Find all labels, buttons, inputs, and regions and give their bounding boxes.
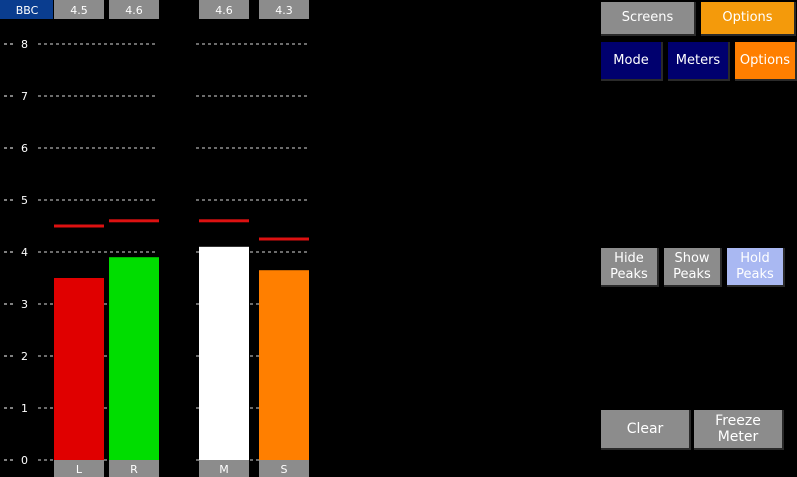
meter-bar-r	[109, 257, 159, 460]
meter-bar-l	[54, 278, 104, 460]
clear-button[interactable]: Clear	[601, 410, 691, 450]
channel-label-box	[259, 460, 309, 477]
scale-name-label: BBC	[16, 4, 39, 17]
channel-label-box	[199, 460, 249, 477]
peak-hold-line-m	[199, 219, 249, 223]
freeze-meter-button[interactable]: Freeze Meter	[694, 410, 784, 450]
meter-bar-m	[199, 246, 249, 460]
ppm-meter: 0 1 2 3 4 5 6 7 8 BBC 4.5 L 4.6 R 4.6 M 4.3 S	[0, 0, 310, 477]
screens-button[interactable]: Screens	[601, 2, 696, 36]
channel-label-l: L	[76, 463, 83, 476]
peak-hold-line-l	[54, 224, 104, 228]
peak-readout-r: 4.6	[125, 4, 143, 17]
channel-label-box	[54, 460, 104, 477]
peak-readout-box	[259, 0, 309, 19]
peak-readout-m: 4.6	[215, 4, 233, 17]
peak-hold-line-s	[259, 237, 309, 241]
options-tab-button[interactable]: Options	[701, 2, 796, 36]
y-tick-label: 2	[21, 350, 28, 363]
y-tick-label: 5	[21, 194, 28, 207]
meters-button[interactable]: Meters	[668, 42, 730, 81]
y-tick-label: 0	[21, 454, 28, 467]
show-peaks-button[interactable]: Show Peaks	[664, 248, 722, 287]
channel-label-box	[109, 460, 159, 477]
mode-button[interactable]: Mode	[601, 42, 663, 81]
peak-readout-s: 4.3	[275, 4, 293, 17]
peak-hold-line-r	[109, 219, 159, 223]
y-tick-label: 6	[21, 142, 28, 155]
meter-bar-s	[259, 270, 309, 460]
options-subtab-button[interactable]: Options	[735, 42, 797, 81]
hold-peaks-button[interactable]: Hold Peaks	[727, 248, 785, 287]
channel-label-r: R	[130, 463, 138, 476]
y-tick-label: 3	[21, 298, 28, 311]
y-tick-label: 1	[21, 402, 28, 415]
hide-peaks-button[interactable]: Hide Peaks	[601, 248, 659, 287]
y-tick-label: 7	[21, 90, 28, 103]
y-tick-label: 4	[21, 246, 28, 259]
peak-readout-box	[109, 0, 159, 19]
peak-readout-l: 4.5	[70, 4, 88, 17]
scale-name-box	[0, 0, 53, 19]
channel-label-m: M	[219, 463, 229, 476]
y-tick-label: 8	[21, 38, 28, 51]
channel-label-s: S	[281, 463, 288, 476]
peak-readout-box	[54, 0, 104, 19]
peak-readout-box	[199, 0, 249, 19]
